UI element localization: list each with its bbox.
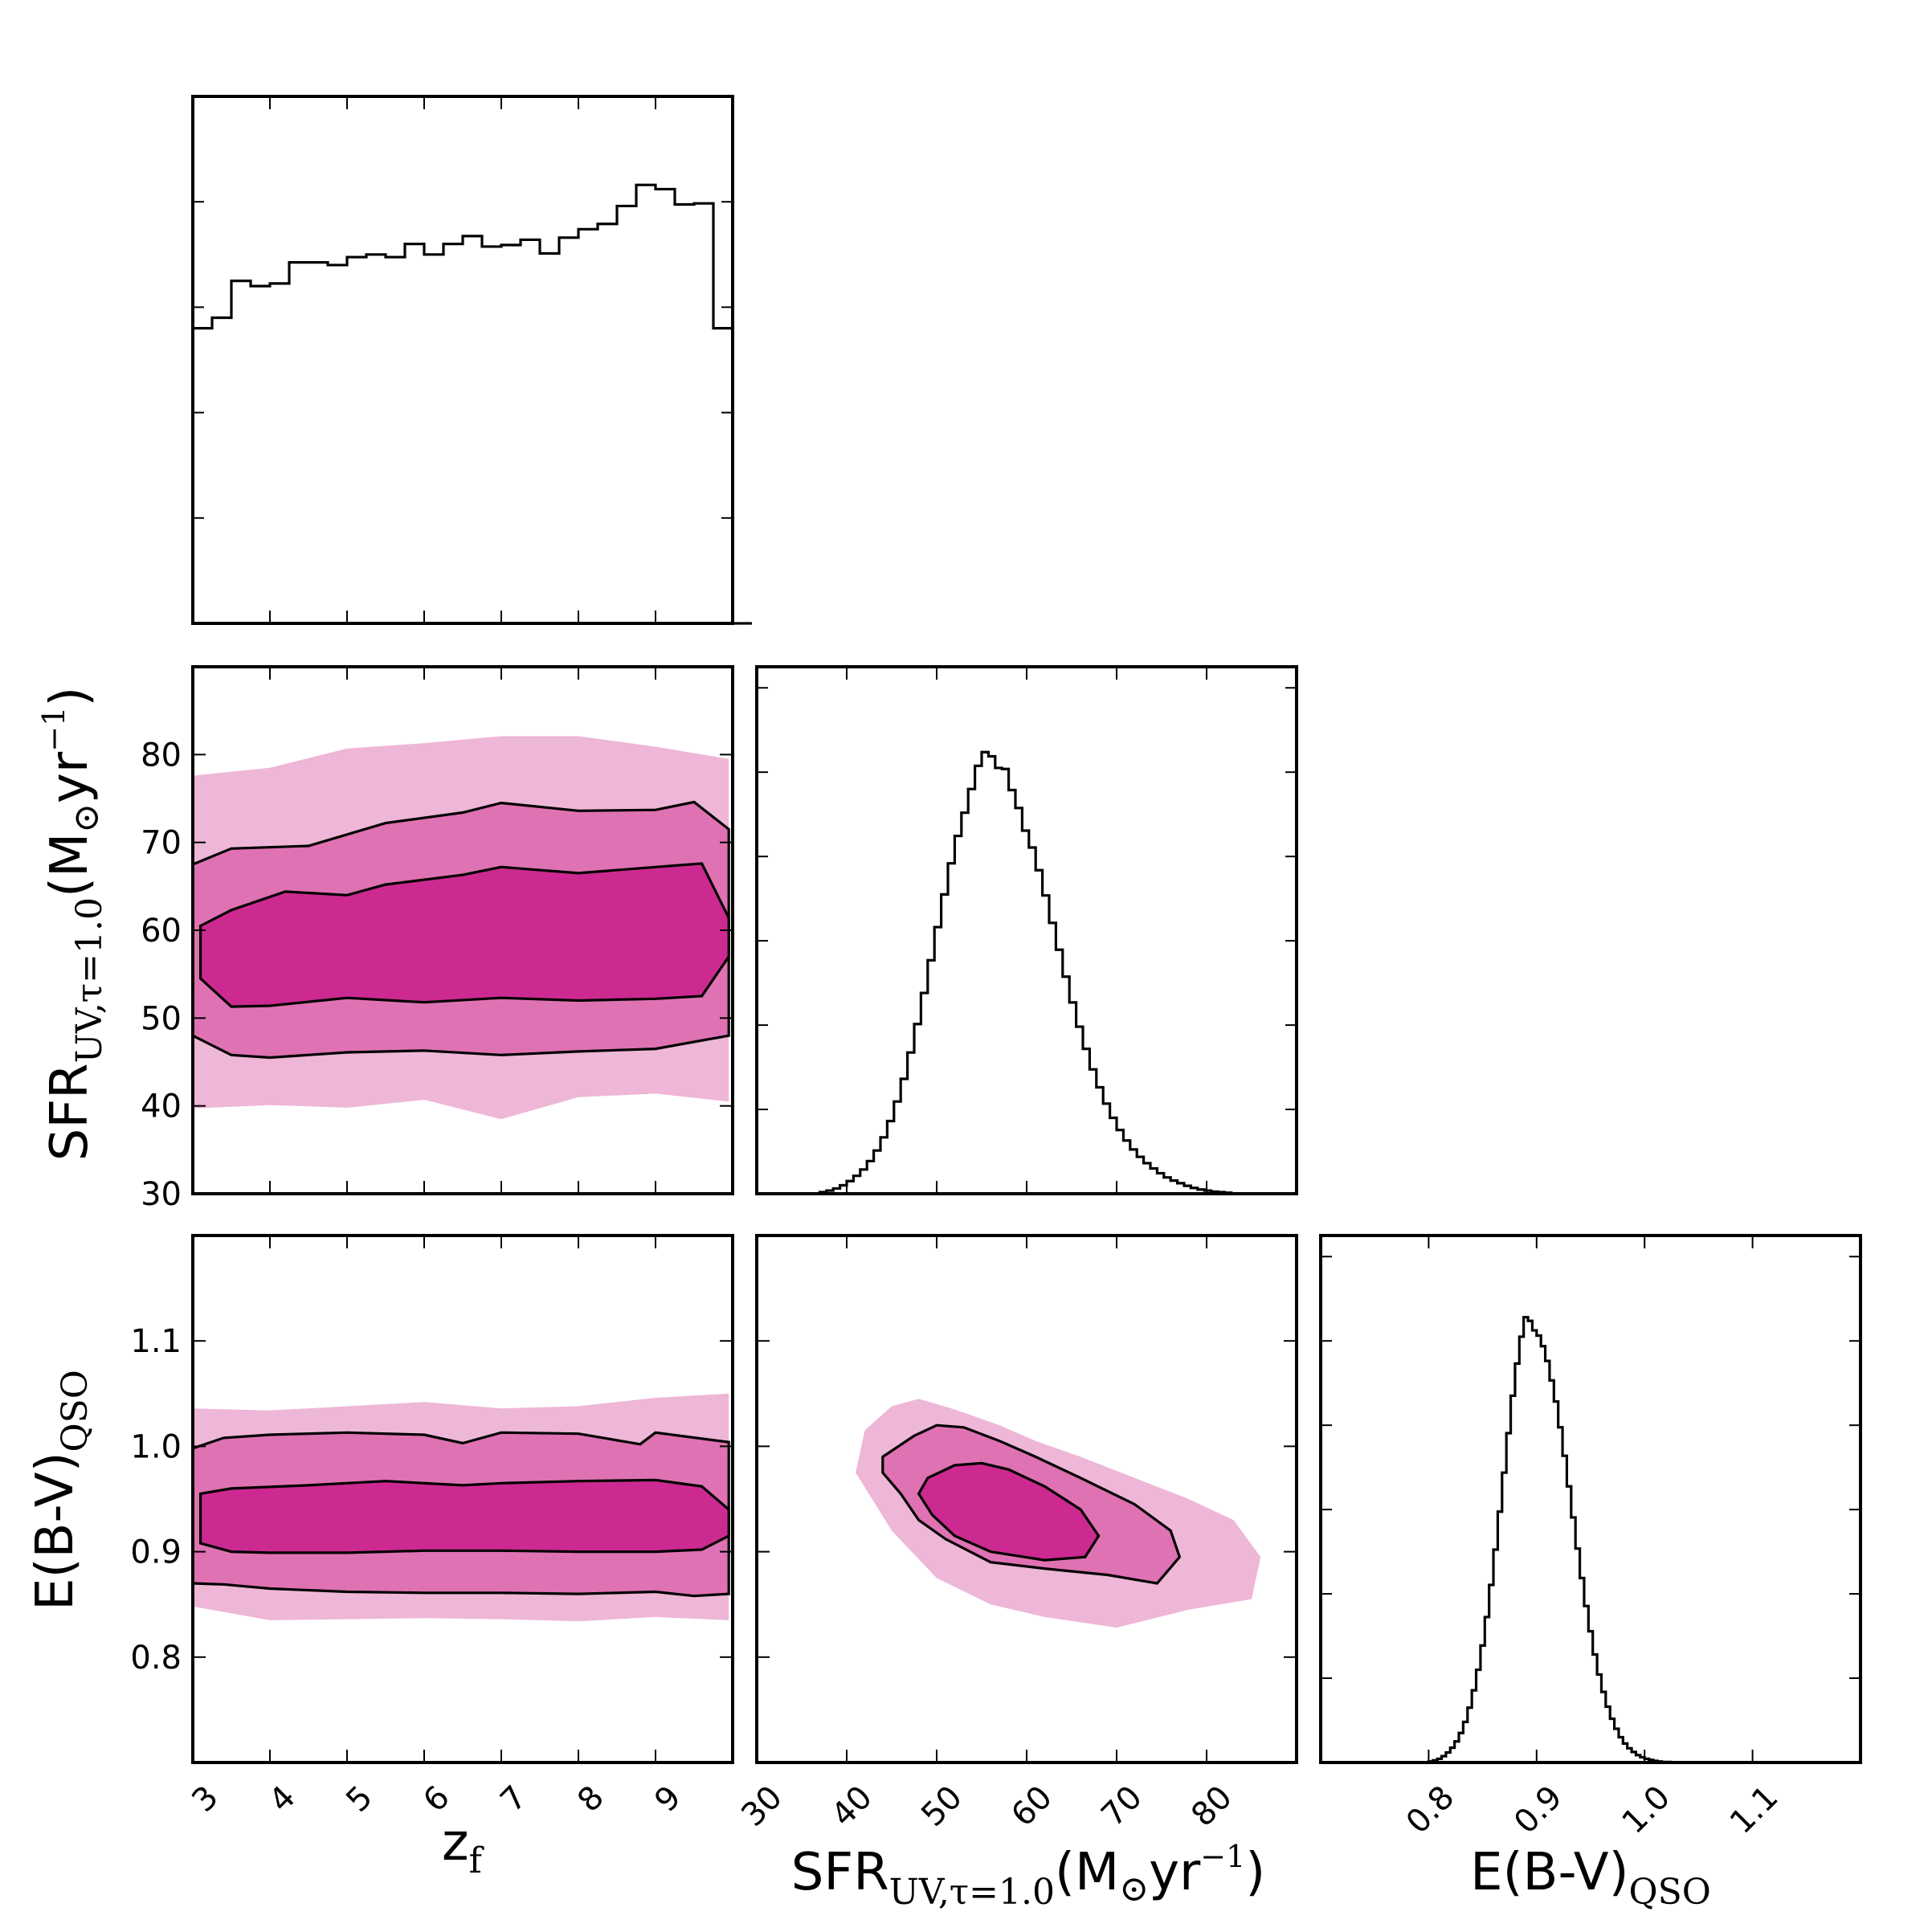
x-tick-label-ebv: 1.1 [1723,1779,1786,1841]
x-tick-label-zf-ebv: 3 [185,1779,226,1820]
panel-frame-zf-ebv [191,1234,734,1764]
contour-fill-1sigma [200,1480,729,1553]
contour-fill-1sigma [918,1463,1099,1561]
contour-line-2sigma [881,1423,1182,1585]
x-tick-label-zf-ebv: 8 [570,1779,611,1820]
density-zf-sfr [193,736,730,1120]
x-tick-label-ebv: 1.0 [1616,1779,1678,1841]
y-tick-label-zf-ebv: 1.1 [130,1323,182,1360]
y-tick-label-zf-sfr: 40 [141,1089,182,1125]
contour-line-1sigma [199,1478,730,1554]
ylabel-sfr: SFRUV,τ=1.0(M⊙yr−1) [36,687,110,1162]
hist-line-ebv [1427,1316,1673,1763]
y-tick-label-zf-sfr: 30 [141,1176,182,1213]
xlabel-sfr: SFRUV,τ=1.0(M⊙yr−1) [791,1839,1266,1913]
contour-line-1sigma [199,862,730,1008]
hist-frame-sfr [755,665,1298,1195]
x-tick-label-zf-ebv: 4 [262,1779,303,1820]
hist-line-zf [191,183,752,625]
y-tick-label-zf-sfr: 60 [141,913,182,950]
y-tick-label-zf-sfr: 70 [141,825,182,862]
ylabel-ebv: E(B-V)QSO [26,1370,96,1611]
x-tick-label-ebv: 0.9 [1507,1779,1570,1841]
y-tick-label-zf-ebv: 1.0 [130,1428,182,1465]
y-tick-label-zf-ebv: 0.9 [130,1534,182,1571]
xlabel-ebv: E(B-V)QSO [1470,1843,1711,1913]
x-tick-label-sfr-ebv: 80 [1184,1779,1240,1834]
x-tick-label-zf-ebv: 9 [647,1779,688,1820]
x-tick-label-zf-ebv: 5 [339,1779,380,1820]
x-tick-label-ebv: 0.8 [1399,1779,1462,1841]
density-sfr-ebv [856,1399,1261,1628]
x-tick-label-sfr-ebv: 40 [824,1779,880,1834]
hist-line-sfr [818,750,1233,1195]
y-tick-label-zf-sfr: 80 [141,737,182,774]
x-tick-label-zf-ebv: 7 [493,1779,534,1820]
y-tick-label-zf-sfr: 50 [141,1000,182,1037]
density-zf-ebv [193,1393,730,1622]
x-tick-label-sfr-ebv: 60 [1004,1779,1060,1834]
hist-frame-zf [191,95,734,625]
x-tick-label-sfr-ebv: 70 [1094,1779,1150,1834]
y-tick-label-zf-ebv: 0.8 [130,1640,182,1677]
contour-fill-1sigma [200,863,729,1007]
hist-frame-ebv [1319,1234,1862,1764]
x-tick-label-sfr-ebv: 30 [734,1779,790,1834]
xlabel-zf: zf [442,1813,484,1881]
x-tick-label-sfr-ebv: 50 [914,1779,970,1834]
contour-line-1sigma [917,1461,1101,1562]
